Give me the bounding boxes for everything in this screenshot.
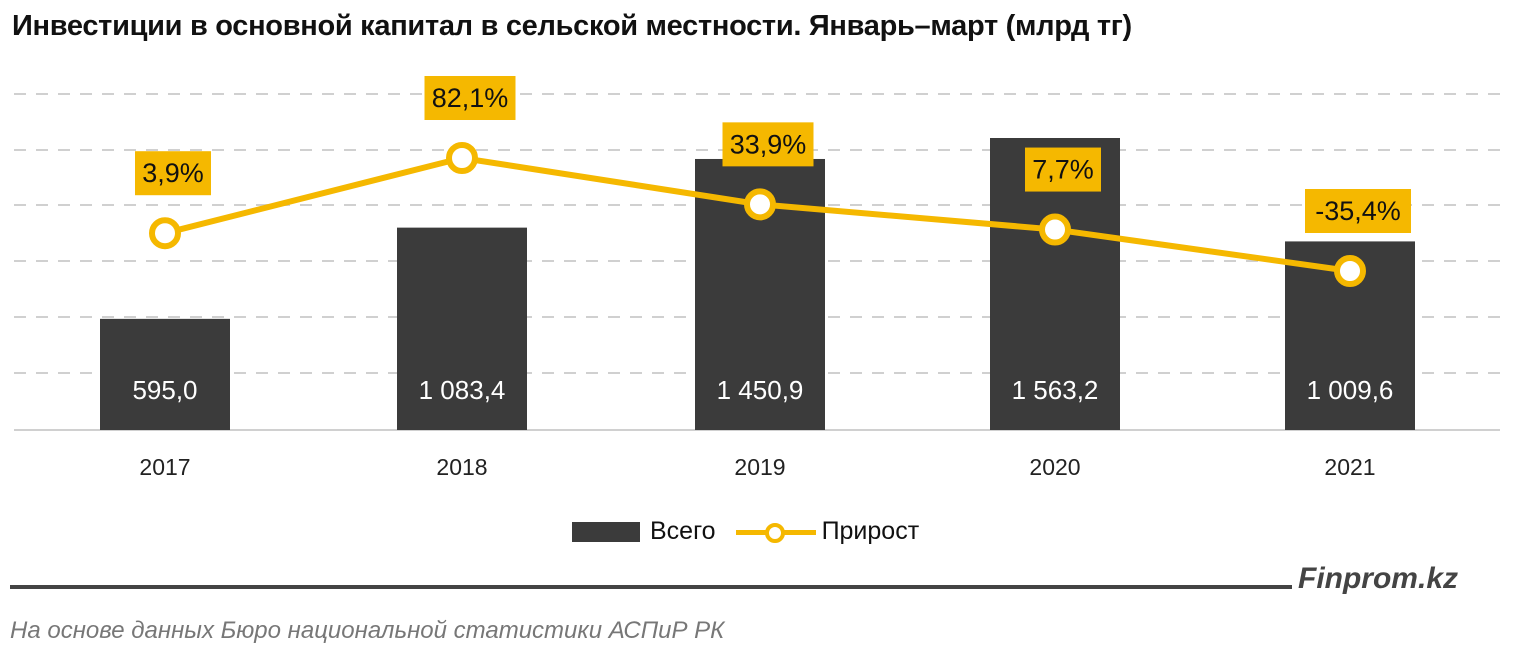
legend: Всего Прирост — [572, 517, 919, 546]
gridlines — [14, 93, 1500, 374]
x-tick-label: 2020 — [1029, 454, 1080, 480]
x-tick-label: 2018 — [436, 454, 487, 480]
bar-value-label: 1 009,6 — [1307, 375, 1394, 405]
line-marker — [446, 142, 478, 174]
bar-value-label: 1 450,9 — [717, 375, 804, 405]
growth-label-box — [424, 76, 516, 120]
growth-label-box — [1025, 147, 1101, 192]
x-tick-label: 2019 — [734, 454, 785, 480]
line-marker — [744, 188, 776, 221]
growth-label: 82,1% — [432, 83, 509, 113]
growth-label: 3,9% — [142, 158, 204, 188]
growth-label-box — [1305, 189, 1411, 233]
bar-value-label: 595,0 — [132, 375, 197, 405]
bar-series: 595,0 1 083,4 1 450,9 1 563,2 1 009,6 — [100, 138, 1415, 430]
x-tick-label: 2021 — [1324, 454, 1375, 480]
line-marker — [149, 217, 181, 250]
growth-label: -35,4% — [1315, 196, 1401, 226]
growth-label-box — [135, 151, 211, 196]
legend-line-label: Прирост — [821, 517, 920, 545]
x-axis-labels: 2017 2018 2019 2020 2021 — [139, 454, 1375, 480]
legend-line-swatch — [735, 522, 816, 543]
chart-title: Инвестиции в основной капитал в сельской… — [12, 10, 1132, 42]
bar — [397, 227, 527, 430]
line-marker — [1039, 213, 1071, 246]
growth-label: 7,7% — [1032, 155, 1094, 185]
line-marker — [1334, 255, 1366, 287]
legend-bar-swatch — [572, 521, 640, 542]
bar — [100, 318, 230, 430]
bar-value-label: 1 083,4 — [419, 375, 506, 405]
source-note: На основе данных Бюро национальной стати… — [10, 617, 725, 644]
legend-bar-label: Всего — [650, 517, 716, 545]
growth-label-box — [722, 122, 814, 167]
bar-value-label: 1 563,2 — [1012, 375, 1099, 405]
line-series: 3,9% 82,1% 33,9% 7,7% -35,4% — [135, 76, 1411, 287]
x-tick-label: 2017 — [139, 454, 190, 480]
footer-divider — [10, 585, 1292, 589]
brand-logo: Finprom.kz — [1298, 562, 1459, 595]
growth-label: 33,9% — [730, 129, 807, 159]
